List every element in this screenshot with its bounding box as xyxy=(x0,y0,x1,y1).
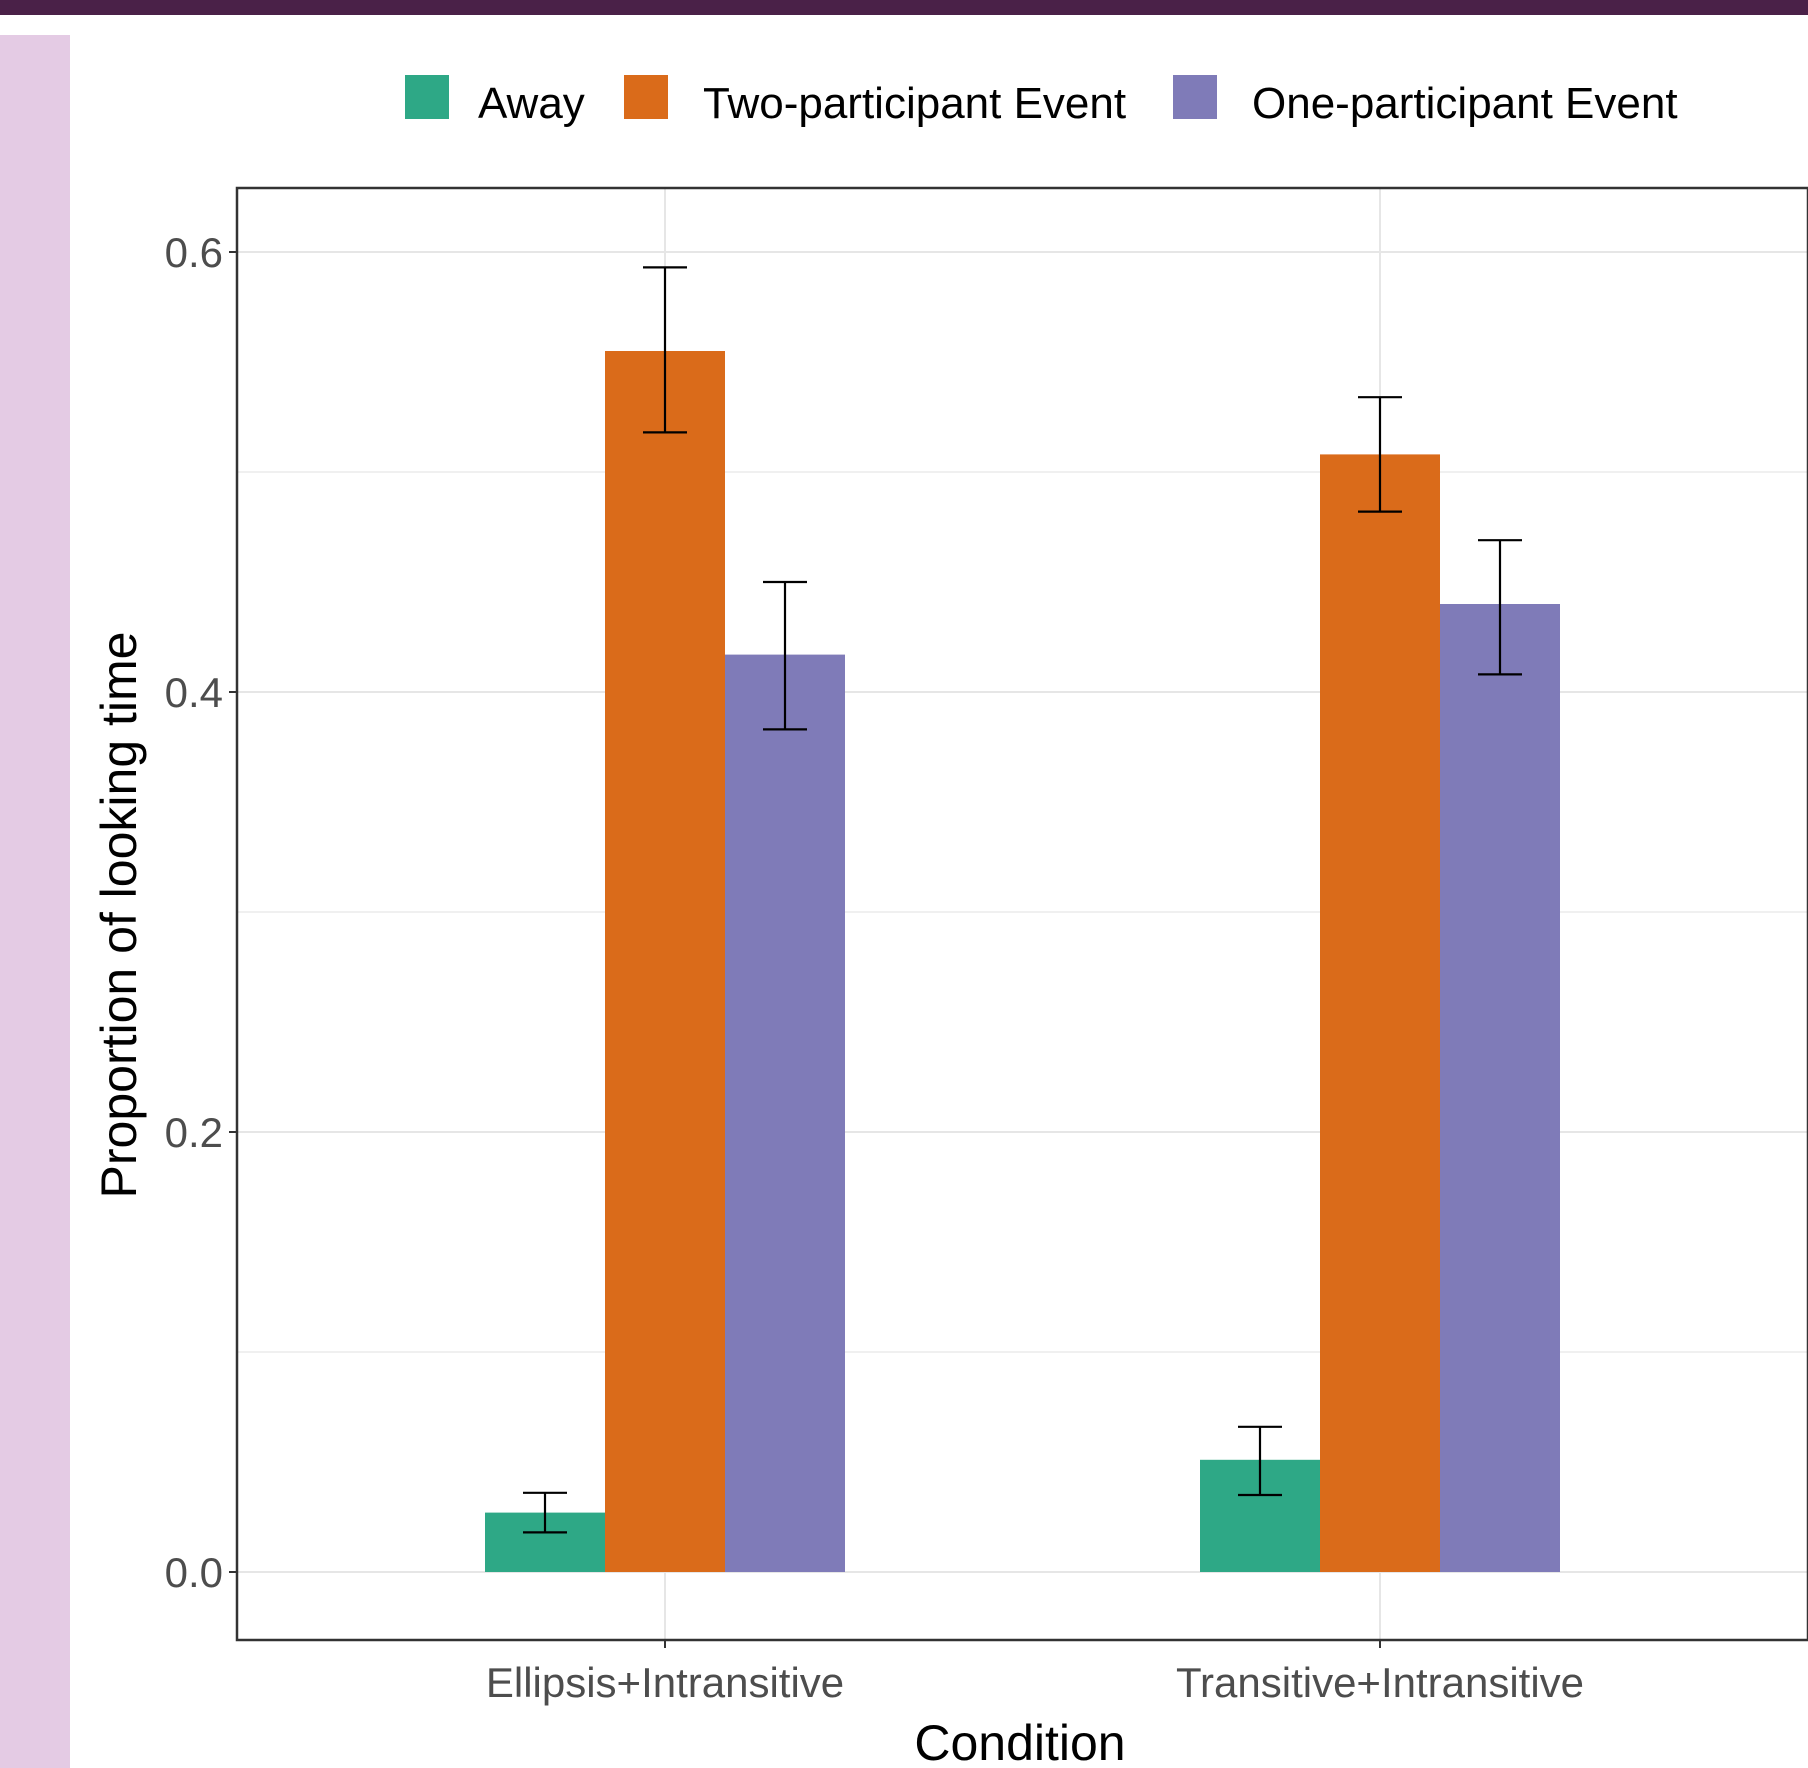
y-axis-label: Proportion of looking time xyxy=(91,632,147,1199)
y-tick-label: 0.6 xyxy=(165,229,223,276)
side-panel xyxy=(0,35,70,1768)
legend-label-one-participant: One-participant Event xyxy=(1252,79,1678,128)
error-bar-one-participant-2 xyxy=(1478,539,1522,676)
x-tick-label: Ellipsis+Intransitive xyxy=(486,1659,844,1706)
legend-key-two-participant xyxy=(624,75,668,119)
error-bar-two-participant-1 xyxy=(643,266,687,434)
error-bar-away-2 xyxy=(1238,1425,1282,1497)
x-axis-label: Condition xyxy=(914,1715,1125,1768)
legend-label-two-participant: Two-participant Event xyxy=(703,79,1126,128)
y-tick-label: 0.0 xyxy=(165,1549,223,1596)
bar-two-participant-2 xyxy=(1320,454,1440,1572)
x-axis: Ellipsis+Intransitive Transitive+Intransi… xyxy=(486,1640,1584,1706)
top-banner xyxy=(0,0,1808,15)
legend: Away Two-participant Event One-participa… xyxy=(405,75,1678,128)
bar-one-participant-2 xyxy=(1440,604,1560,1572)
bar-two-participant-1 xyxy=(605,351,725,1572)
plot-panel-border xyxy=(235,186,1808,1642)
y-tick-label: 0.4 xyxy=(165,669,223,716)
bar-one-participant-1 xyxy=(725,654,845,1572)
legend-key-one-participant xyxy=(1173,75,1217,119)
legend-label-away: Away xyxy=(478,79,585,128)
error-bar-two-participant-2 xyxy=(1358,396,1402,513)
y-axis: 0.0 0.2 0.4 0.6 xyxy=(165,229,237,1596)
bars xyxy=(485,351,1560,1572)
error-bar-away-1 xyxy=(523,1491,567,1534)
grid-lines xyxy=(237,188,1808,1640)
x-tick-label: Transitive+Intransitive xyxy=(1176,1659,1584,1706)
legend-key-away xyxy=(405,75,449,119)
error-bars xyxy=(523,266,1522,1534)
y-tick-label: 0.2 xyxy=(165,1109,223,1156)
error-bar-one-participant-1 xyxy=(763,580,807,731)
